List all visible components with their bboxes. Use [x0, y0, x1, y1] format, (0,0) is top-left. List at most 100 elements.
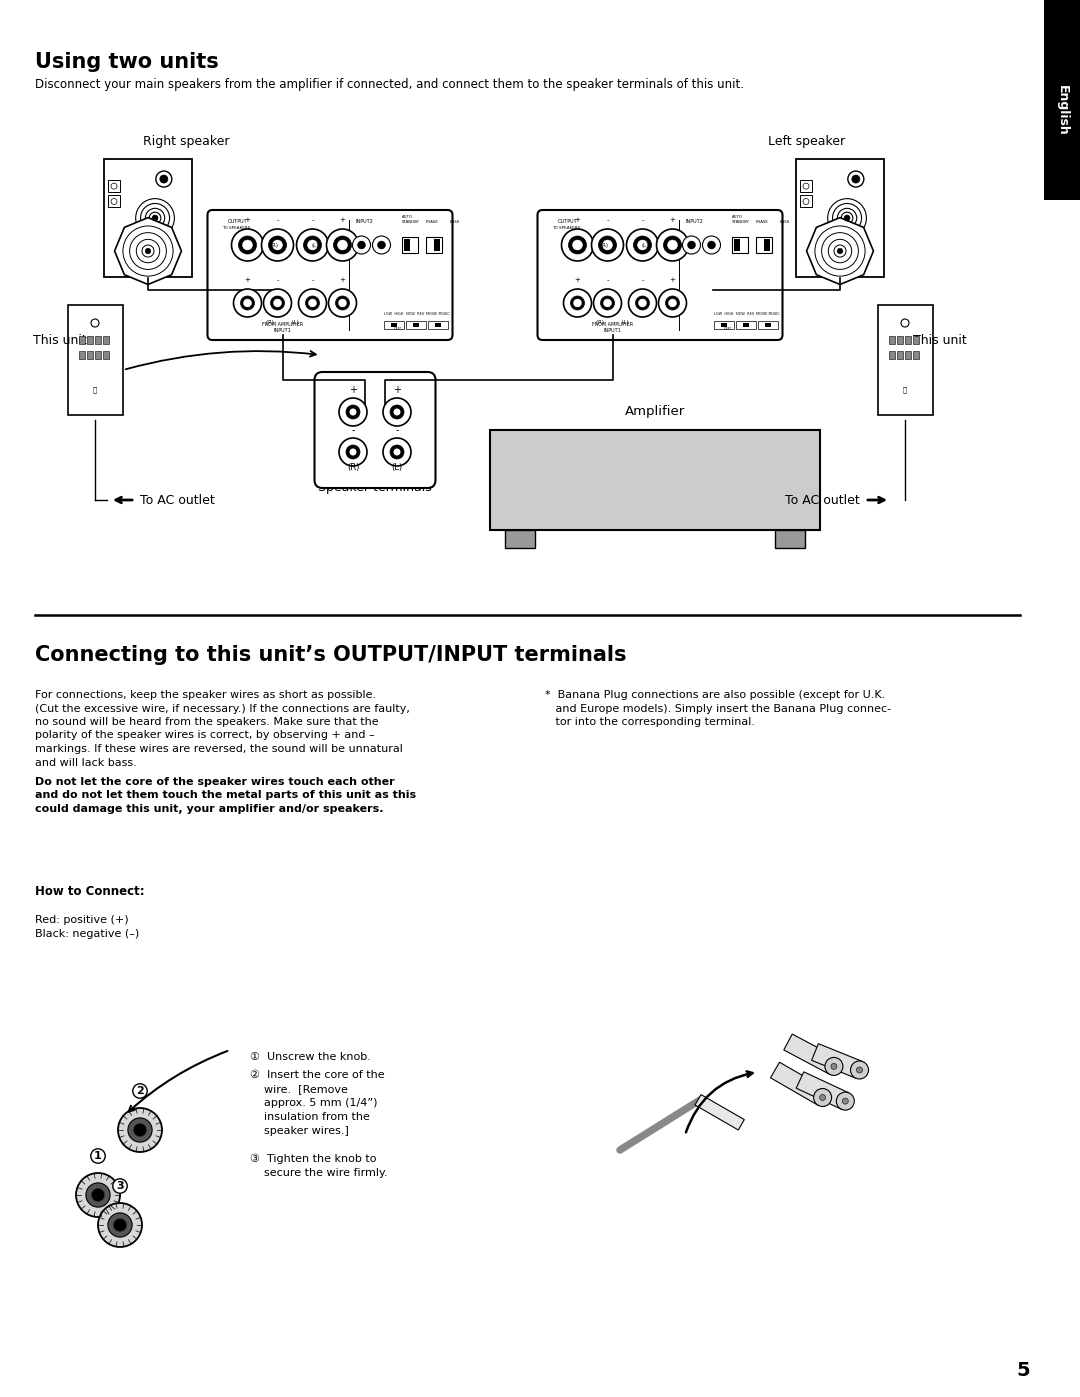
Bar: [404, 239, 409, 251]
Circle shape: [831, 1063, 837, 1070]
Text: BASS: BASS: [449, 219, 460, 224]
Text: TO SPEAKERS: TO SPEAKERS: [222, 226, 251, 231]
Circle shape: [378, 242, 386, 249]
Circle shape: [86, 1183, 110, 1207]
Text: (R)          (L): (R) (L): [596, 320, 629, 326]
Text: -: -: [606, 277, 609, 284]
Circle shape: [390, 446, 404, 460]
Circle shape: [573, 299, 581, 307]
Circle shape: [92, 1189, 105, 1201]
Bar: [800, 180, 812, 193]
Circle shape: [350, 408, 356, 415]
Circle shape: [638, 299, 647, 307]
Text: (R): (R): [600, 243, 608, 247]
Circle shape: [336, 296, 350, 310]
Bar: [434, 323, 441, 327]
Circle shape: [598, 236, 617, 254]
Circle shape: [298, 289, 326, 317]
Text: Amplifier: Amplifier: [625, 405, 685, 418]
Circle shape: [707, 242, 715, 249]
Text: approx. 5 mm (1/4”): approx. 5 mm (1/4”): [249, 1098, 378, 1108]
Circle shape: [568, 236, 586, 254]
FancyBboxPatch shape: [314, 372, 435, 488]
Circle shape: [683, 236, 701, 254]
Bar: [79, 351, 85, 359]
Text: (R): (R): [347, 462, 360, 472]
Circle shape: [297, 229, 328, 261]
Text: insulation from the: insulation from the: [249, 1112, 369, 1122]
Circle shape: [836, 1092, 854, 1111]
Bar: [505, 529, 535, 548]
Text: Right speaker: Right speaker: [143, 136, 229, 148]
Bar: [764, 239, 769, 251]
Circle shape: [306, 296, 320, 310]
Circle shape: [261, 229, 294, 261]
Bar: [765, 323, 770, 327]
Circle shape: [269, 236, 286, 254]
Circle shape: [339, 398, 367, 426]
Circle shape: [338, 299, 347, 307]
Bar: [733, 239, 740, 251]
Text: Connecting to this unit’s OUTPUT/INPUT terminals: Connecting to this unit’s OUTPUT/INPUT t…: [35, 645, 626, 665]
Text: English: English: [1055, 85, 1068, 136]
Text: INPUT2: INPUT2: [355, 219, 374, 224]
Circle shape: [804, 183, 809, 189]
Text: markings. If these wires are reversed, the sound will be unnatural: markings. If these wires are reversed, t…: [35, 745, 403, 754]
Bar: [905, 351, 912, 359]
Text: -: -: [642, 217, 644, 224]
Text: tor into the corresponding terminal.: tor into the corresponding terminal.: [545, 717, 755, 726]
Circle shape: [856, 1067, 863, 1073]
Text: speaker wires.]: speaker wires.]: [249, 1126, 349, 1136]
Circle shape: [352, 236, 370, 254]
Bar: [897, 337, 903, 344]
Circle shape: [243, 299, 252, 307]
Text: polarity of the speaker wires is correct, by observing + and –: polarity of the speaker wires is correct…: [35, 731, 375, 740]
Circle shape: [634, 236, 651, 254]
Text: (L): (L): [312, 243, 319, 247]
Text: secure the wire firmly.: secure the wire firmly.: [249, 1168, 388, 1178]
Text: no sound will be heard from the speakers. Make sure that the: no sound will be heard from the speakers…: [35, 717, 379, 726]
Text: 5: 5: [1016, 1361, 1030, 1380]
Text: AUTO
STANDBY: AUTO STANDBY: [731, 215, 750, 224]
Text: -: -: [642, 277, 644, 284]
Text: could damage this unit, your amplifier and/or speakers.: could damage this unit, your amplifier a…: [35, 805, 383, 814]
Circle shape: [108, 1213, 132, 1238]
Bar: [95, 351, 102, 359]
Circle shape: [804, 198, 809, 204]
Circle shape: [594, 289, 621, 317]
Text: PHASE: PHASE: [756, 219, 768, 224]
Circle shape: [629, 289, 657, 317]
Text: +: +: [393, 386, 401, 395]
Circle shape: [837, 249, 842, 254]
Bar: [905, 337, 912, 344]
Text: +: +: [339, 217, 346, 224]
Circle shape: [626, 229, 659, 261]
Bar: [108, 196, 120, 208]
Bar: [87, 351, 93, 359]
Text: and do not let them touch the metal parts of this unit as this: and do not let them touch the metal part…: [35, 791, 416, 800]
Text: For connections, keep the speaker wires as short as possible.: For connections, keep the speaker wires …: [35, 690, 376, 700]
Text: (R): (R): [270, 243, 279, 247]
Bar: [95, 337, 102, 344]
Circle shape: [111, 198, 117, 204]
Circle shape: [273, 299, 282, 307]
Circle shape: [98, 1203, 141, 1248]
Text: (R)          (L): (R) (L): [266, 320, 299, 326]
Polygon shape: [812, 1044, 863, 1078]
Text: BASS: BASS: [780, 219, 789, 224]
Circle shape: [603, 240, 612, 250]
Bar: [87, 337, 93, 344]
Text: +: +: [575, 277, 580, 284]
Text: ②  Insert the core of the: ② Insert the core of the: [249, 1070, 384, 1080]
Text: 1: 1: [94, 1151, 102, 1161]
Text: To AC outlet: To AC outlet: [785, 493, 860, 507]
Circle shape: [91, 319, 99, 327]
Circle shape: [604, 299, 611, 307]
Circle shape: [600, 296, 615, 310]
Text: INPUT2: INPUT2: [686, 219, 703, 224]
Bar: [79, 337, 85, 344]
Text: and will lack bass.: and will lack bass.: [35, 757, 137, 767]
Bar: [775, 529, 805, 548]
Circle shape: [667, 240, 677, 250]
Circle shape: [231, 229, 264, 261]
